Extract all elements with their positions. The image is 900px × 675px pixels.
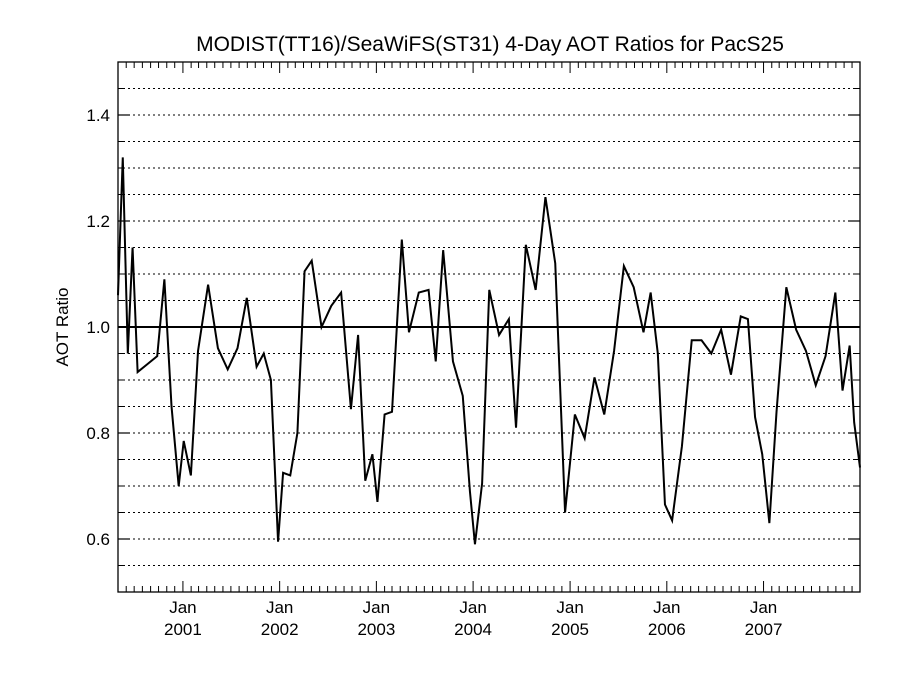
- y-tick-label: 1.2: [86, 212, 110, 231]
- x-tick-label-year: 2005: [551, 620, 589, 639]
- x-tick-label-year: 2004: [454, 620, 492, 639]
- x-tick-label-month: Jan: [556, 598, 583, 617]
- x-tick-label-month: Jan: [653, 598, 680, 617]
- x-tick-label-month: Jan: [266, 598, 293, 617]
- y-tick-label: 1.0: [86, 318, 110, 337]
- x-tick-label-year: 2002: [261, 620, 299, 639]
- x-tick-label-month: Jan: [363, 598, 390, 617]
- x-tick-label-month: Jan: [169, 598, 196, 617]
- y-tick-label: 0.8: [86, 424, 110, 443]
- x-tick-label-month: Jan: [750, 598, 777, 617]
- x-tick-label-year: 2003: [357, 620, 395, 639]
- axis-ticks: 0.6 0.8 1.0 1.2 1.4 Jan 2001 Jan 2002 Jan 2003 Jan 2…: [86, 62, 860, 639]
- series-group: [117, 157, 861, 545]
- x-tick-label-year: 2001: [164, 620, 202, 639]
- y-tick-label: 1.4: [86, 106, 110, 125]
- y-axis-label: AOT Ratio: [53, 287, 72, 366]
- series-line: [117, 157, 861, 545]
- x-tick-label-year: 2006: [648, 620, 686, 639]
- y-tick-label: 0.6: [86, 530, 110, 549]
- x-tick-label-month: Jan: [459, 598, 486, 617]
- chart-title: MODIST(TT16)/SeaWiFS(ST31) 4-Day AOT Rat…: [196, 33, 784, 56]
- x-tick-label-year: 2007: [745, 620, 783, 639]
